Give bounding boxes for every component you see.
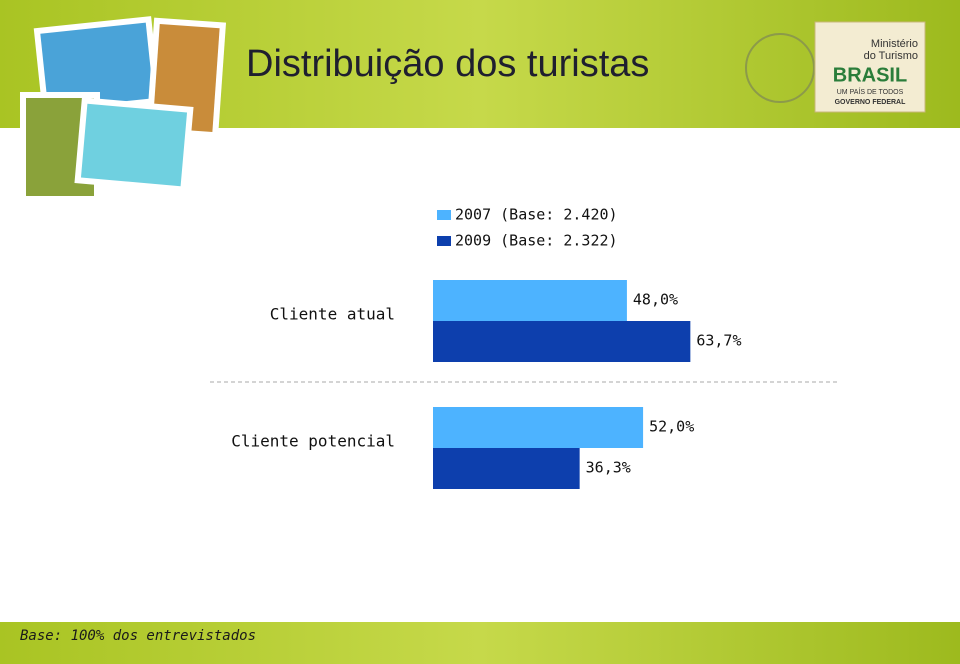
logo-text: GOVERNO FEDERAL: [835, 99, 907, 106]
bar: [433, 280, 627, 321]
bar: [433, 407, 644, 448]
footer-band: [0, 622, 960, 664]
value-label: 36,3%: [586, 459, 631, 477]
legend-swatch: [437, 210, 451, 220]
bar: [433, 448, 580, 489]
category-label: Cliente potencial: [231, 432, 395, 451]
logo-card: [814, 21, 926, 113]
value-label: 48,0%: [633, 291, 678, 309]
value-label: 52,0%: [649, 418, 694, 436]
value-label: 63,7%: [696, 332, 741, 350]
footnote: Base: 100% dos entrevistados: [20, 628, 256, 644]
logo-text: Ministério: [871, 38, 918, 50]
photos: [20, 16, 227, 202]
bar: [433, 321, 691, 362]
chart-title: Distribuição dos turistas: [246, 43, 649, 85]
logo-brand: BRASIL: [833, 64, 907, 86]
legend-label: 2007 (Base: 2.420): [455, 206, 618, 224]
category-label: Cliente atual: [270, 305, 395, 324]
photo: [40, 22, 154, 110]
logo-text: UM PAÍS DE TODOS: [837, 87, 904, 96]
legend-swatch: [437, 236, 451, 246]
photo: [80, 103, 188, 187]
stamp: [745, 33, 815, 103]
logo-text: do Turismo: [864, 50, 918, 62]
legend-label: 2009 (Base: 2.322): [455, 232, 618, 250]
